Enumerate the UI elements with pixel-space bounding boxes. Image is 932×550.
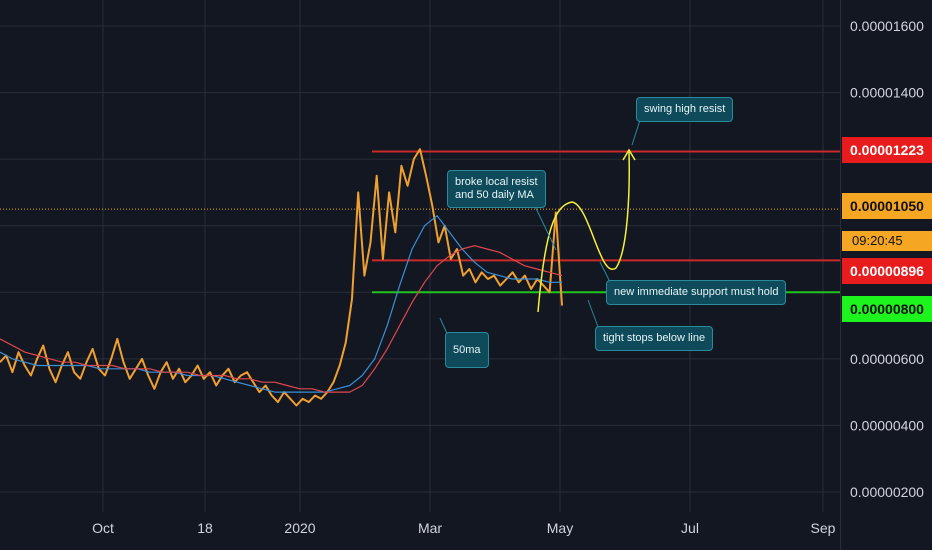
price-badge-current: 0.00001050 bbox=[842, 193, 932, 219]
series-lines bbox=[0, 148, 563, 407]
y-axis-ticks: 0.00001600 0.00001400 0.00000600 0.00000400… bbox=[850, 18, 924, 500]
projection-arrowhead bbox=[622, 148, 636, 161]
x-tick-label: 18 bbox=[197, 520, 213, 536]
callout-pointers bbox=[439, 119, 641, 341]
callout-swing-high[interactable]: swing high resist bbox=[636, 97, 734, 122]
y-tick-label: 0.00000400 bbox=[850, 417, 924, 433]
x-tick-label: Sep bbox=[811, 520, 836, 536]
callout-50ma[interactable]: 50ma bbox=[445, 332, 489, 368]
y-tick-label: 0.00000200 bbox=[850, 484, 924, 500]
price-badge-resistance-local: 0.00000896 bbox=[842, 258, 932, 284]
x-tick-label: May bbox=[547, 520, 573, 536]
price-line bbox=[0, 148, 563, 407]
y-tick-label: 0.00000600 bbox=[850, 351, 924, 367]
grid-lines bbox=[0, 0, 840, 512]
50ma-line bbox=[0, 215, 562, 393]
axis-separator bbox=[840, 0, 841, 550]
y-tick-label: 0.00001600 bbox=[850, 18, 924, 34]
x-tick-label: Jul bbox=[681, 520, 699, 536]
callout-support-hold[interactable]: new immediate support must hold bbox=[606, 280, 787, 305]
projection-path bbox=[537, 151, 630, 313]
x-tick-label: Mar bbox=[418, 520, 442, 536]
x-axis-ticks: Oct 18 2020 Mar May Jul Sep bbox=[92, 520, 836, 536]
countdown-badge: 09:20:45 bbox=[842, 231, 932, 251]
level-lines bbox=[0, 150, 840, 294]
long-ma-line bbox=[0, 245, 563, 393]
price-badge-support: 0.00000800 bbox=[842, 296, 932, 322]
callout-broke-resist[interactable]: broke local resist and 50 daily MA bbox=[447, 170, 546, 208]
y-tick-label: 0.00001400 bbox=[850, 85, 924, 101]
callout-tight-stops[interactable]: tight stops below line bbox=[595, 326, 714, 351]
price-badge-resistance-high: 0.00001223 bbox=[842, 137, 932, 163]
x-tick-label: 2020 bbox=[284, 520, 315, 536]
x-tick-label: Oct bbox=[92, 520, 114, 536]
